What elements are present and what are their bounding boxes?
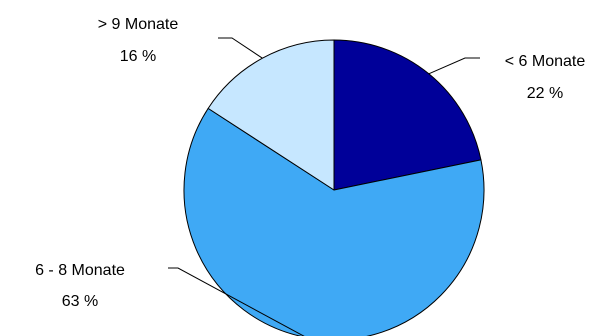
label-group-lt6: < 6 Monate 22 % [505, 53, 586, 102]
pie-slices [183, 39, 485, 336]
slice-value-lt6: 22 % [527, 85, 563, 102]
leader-line-6-8 [168, 267, 305, 336]
slice-name-6-8: 6 - 8 Monate [35, 262, 125, 279]
leader-lines [168, 37, 480, 336]
label-group-6-8: 6 - 8 Monate 63 % [35, 262, 125, 310]
slice-value-gt9: 16 % [120, 48, 156, 65]
slice-name-lt6: < 6 Monate [505, 53, 586, 70]
label-group-gt9: > 9 Monate 16 % [98, 16, 179, 65]
pie-slice-6-8 [183, 107, 485, 336]
leader-line-gt9 [218, 37, 263, 59]
slice-name-gt9: > 9 Monate [98, 16, 179, 33]
leader-line-lt6 [428, 57, 480, 75]
slice-value-6-8: 63 % [62, 293, 98, 310]
pie-slice-lt6 [333, 39, 482, 191]
pie-slice-gt9 [207, 39, 335, 191]
